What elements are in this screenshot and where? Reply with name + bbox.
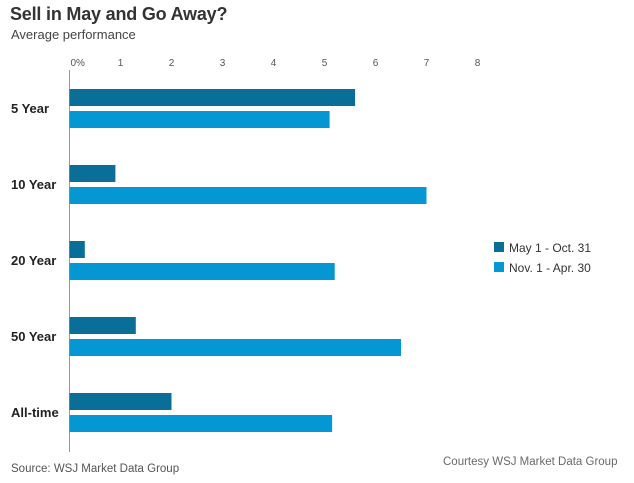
bar-may-oct — [69, 317, 136, 334]
category-label: All-time — [11, 405, 59, 420]
x-tick-label: 4 — [271, 58, 277, 69]
bar-may-oct — [69, 89, 356, 106]
x-tick-label: 6 — [373, 58, 379, 69]
bar-may-oct — [69, 241, 85, 258]
x-tick-label: 3 — [220, 58, 226, 69]
chart-title: Sell in May and Go Away? — [10, 4, 228, 24]
category-label: 50 Year — [11, 329, 56, 344]
courtesy-watermark: Courtesy WSJ Market Data Group — [443, 456, 618, 468]
bar-nov-apr — [69, 415, 333, 432]
category-label: 5 Year — [11, 101, 49, 116]
category-label: 10 Year — [11, 177, 56, 192]
x-tick-label: 8 — [475, 58, 481, 69]
chart-subtitle: Average performance — [11, 27, 136, 42]
legend-swatch — [494, 262, 504, 272]
category-label: 20 Year — [11, 253, 56, 268]
bar-nov-apr — [69, 111, 330, 128]
source-note: Source: WSJ Market Data Group — [11, 463, 180, 475]
legend-label: Nov. 1 - Apr. 30 — [509, 261, 591, 275]
x-tick-label: 2 — [169, 58, 175, 69]
bar-may-oct — [69, 393, 172, 410]
legend-swatch — [494, 242, 504, 252]
bar-nov-apr — [69, 339, 401, 356]
x-tick-label: 0% — [71, 58, 86, 69]
bar-nov-apr — [69, 187, 427, 204]
x-tick-label: 7 — [424, 58, 430, 69]
legend-label: May 1 - Oct. 31 — [509, 241, 591, 255]
x-tick-label: 1 — [118, 58, 124, 69]
bar-nov-apr — [69, 263, 335, 280]
bar-may-oct — [69, 165, 116, 182]
x-tick-label: 5 — [322, 58, 328, 69]
